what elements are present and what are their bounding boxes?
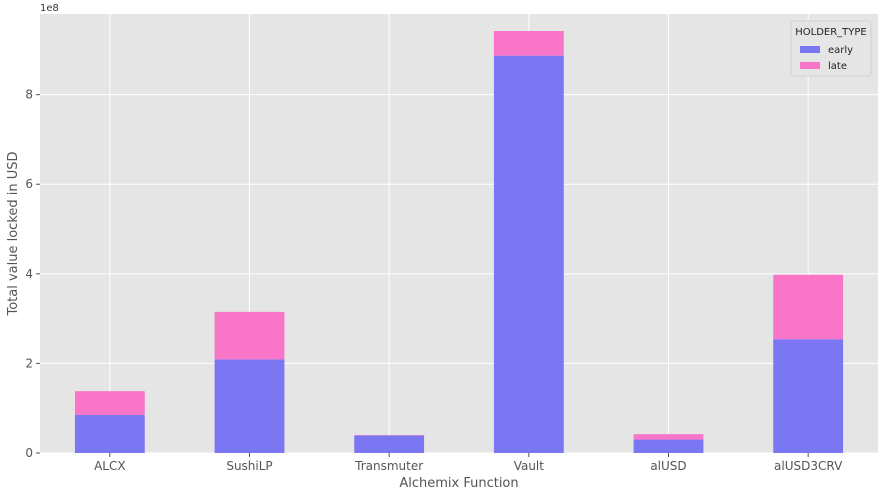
legend-label-early: early (828, 45, 853, 56)
y-axis-label: Total value locked in USD (6, 151, 21, 316)
legend-label-late: late (828, 61, 847, 72)
bar-early (493, 55, 564, 453)
x-tick-label: Transmuter (354, 459, 423, 473)
x-tick-label: ALCX (94, 459, 126, 473)
legend-title: HOLDER_TYPE (795, 27, 867, 38)
bar-late (493, 31, 564, 56)
bar-early (214, 359, 285, 453)
y-tick-label: 8 (25, 88, 33, 102)
bars (74, 31, 844, 453)
x-axis-label: Alchemix Function (399, 476, 518, 491)
bar-early (74, 414, 145, 453)
y-tick-label: 2 (25, 356, 33, 370)
grid-lines (40, 14, 878, 454)
legend-swatch-late (800, 62, 820, 69)
bar-late (74, 391, 145, 415)
bar-late (214, 311, 285, 360)
legend-items: early late (800, 45, 853, 72)
legend-swatch-early (800, 46, 820, 53)
legend: HOLDER_TYPE early late (790, 20, 872, 77)
x-tick-label: alUSD3CRV (774, 459, 843, 473)
bar-early (354, 435, 425, 453)
y-tick-label: 4 (25, 267, 33, 281)
y-axis-offset-label: 1e8 (40, 3, 59, 14)
bar-late (773, 274, 844, 340)
y-tick-labels: 0 2 4 6 8 (25, 88, 40, 460)
bar-early (773, 339, 844, 453)
x-tick-label: Vault (514, 459, 545, 473)
x-tick-labels: ALCX SushiLP Transmuter Vault alUSD alUSD3CRV (94, 453, 843, 473)
bar-early (633, 439, 704, 453)
y-tick-label: 6 (25, 177, 33, 191)
plot-area (40, 14, 878, 453)
y-tick-label: 0 (25, 446, 33, 460)
x-tick-label: alUSD (650, 459, 686, 473)
x-tick-label: SushiLP (226, 459, 272, 473)
bar-late (633, 434, 704, 440)
